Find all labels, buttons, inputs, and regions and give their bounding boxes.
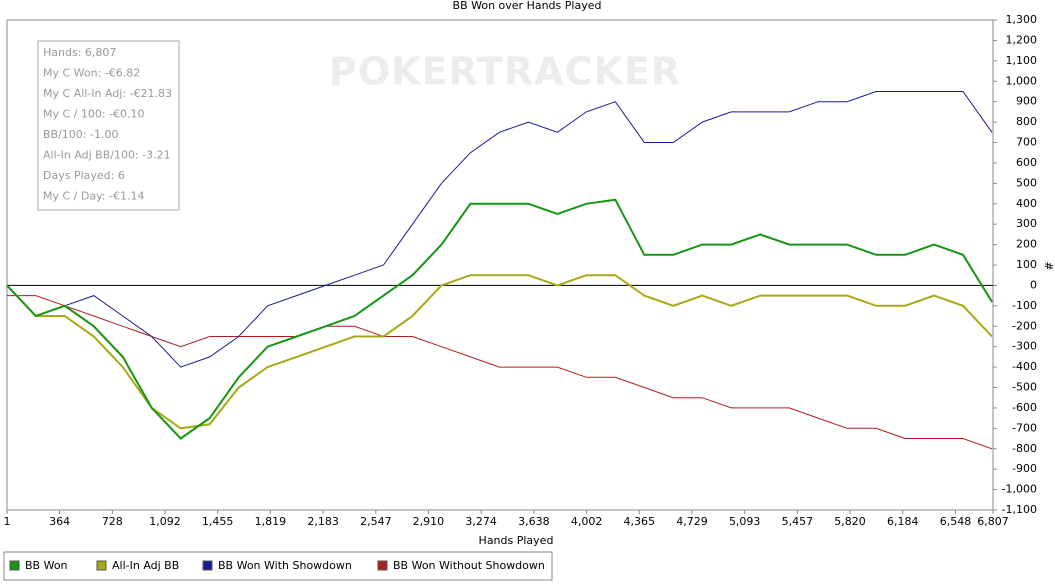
y-tick-label: 900	[1016, 95, 1037, 108]
x-tick-label: 1	[4, 515, 11, 528]
y-tick-label: -100	[1012, 299, 1037, 312]
series-line	[6, 274, 993, 430]
x-tick-label: 5,093	[729, 515, 761, 528]
legend-swatch	[9, 560, 20, 571]
x-tick-label: 1,819	[255, 515, 287, 528]
info-line: BB/100: -1.00	[43, 128, 118, 141]
info-line: All-In Adj BB/100: -3.21	[43, 149, 171, 162]
y-tick-label: -800	[1012, 442, 1037, 455]
y-tick-label: -1,000	[1002, 483, 1037, 496]
info-frame	[37, 40, 180, 211]
x-tick-label: 2,910	[413, 515, 445, 528]
info-line: Days Played: 6	[43, 169, 125, 182]
series-line	[6, 198, 993, 440]
y-tick-label: -300	[1012, 340, 1037, 353]
y-tick-label: -200	[1012, 319, 1037, 332]
x-tick-label: 4,365	[623, 515, 655, 528]
y-tick-label: -700	[1012, 421, 1037, 434]
x-tick-label: 1,092	[149, 515, 181, 528]
x-tick-label: 4,729	[676, 515, 708, 528]
info-line: My C / Day: -€1.14	[43, 190, 144, 203]
x-tick-label: 6,807	[977, 515, 1009, 528]
legend-label: BB Won With Showdown	[218, 559, 352, 572]
watermark: POKERTRACKER	[329, 50, 681, 94]
y-tick-label: -500	[1012, 381, 1037, 394]
x-tick-label: 4,002	[571, 515, 603, 528]
x-tick-label: 2,547	[360, 515, 392, 528]
y-tick-label: 300	[1016, 217, 1037, 230]
y-tick-label: 1,300	[1006, 13, 1038, 26]
info-box: Hands: 6,807 My C Won: -€6.82 My C All-In …	[37, 40, 180, 211]
y-tick-label: 0	[1030, 278, 1037, 291]
legend-label: BB Won	[25, 559, 68, 572]
x-tick-label: 5,457	[782, 515, 814, 528]
y-tick-label: 1,200	[1006, 33, 1038, 46]
y-tick-label: 400	[1016, 197, 1037, 210]
info-line: Hands: 6,807	[43, 46, 116, 59]
chart-title: BB Won over Hands Played	[453, 0, 602, 12]
y-tick-label: 1,100	[1006, 54, 1038, 67]
x-tick-label: 3,638	[518, 515, 550, 528]
x-tick-label: 1,455	[202, 515, 234, 528]
y-tick-label: 1,000	[1006, 74, 1038, 87]
info-line: My C Won: -€6.82	[43, 67, 140, 80]
y-tick-label: -1,100	[1002, 503, 1037, 516]
y-tick-label: 700	[1016, 136, 1037, 149]
legend-swatch	[377, 560, 388, 571]
x-tick-label: 6,184	[887, 515, 919, 528]
legend-swatch	[96, 560, 107, 571]
y-tick-label: 800	[1016, 115, 1037, 128]
legend-swatch	[202, 560, 213, 571]
y-tick-label: 600	[1016, 156, 1037, 169]
legend-label: BB Won Without Showdown	[393, 559, 545, 572]
series-line	[7, 295, 993, 450]
x-tick-label: 3,274	[465, 515, 497, 528]
info-line: My C All-In Adj: -€21.83	[43, 87, 172, 100]
x-tick-label: 2,183	[307, 515, 339, 528]
y-tick-label: -600	[1012, 401, 1037, 414]
y-tick-label: -400	[1012, 360, 1037, 373]
info-line: My C / 100: -€0.10	[43, 108, 145, 121]
y-tick-label: -900	[1012, 462, 1037, 475]
y-tick-label: 500	[1016, 176, 1037, 189]
x-axis-label: Hands Played	[479, 534, 554, 547]
x-tick-label: 5,820	[834, 515, 866, 528]
y-axis-label: #	[1042, 261, 1055, 270]
y-tick-label: 200	[1016, 238, 1037, 251]
series-line	[6, 91, 993, 368]
x-tick-label: 6,548	[940, 515, 972, 528]
legend-label: All-In Adj BB	[112, 559, 179, 572]
x-tick-label: 364	[49, 515, 70, 528]
legend-frame	[3, 551, 553, 581]
x-tick-label: 728	[102, 515, 123, 528]
y-tick-label: 100	[1016, 258, 1037, 271]
